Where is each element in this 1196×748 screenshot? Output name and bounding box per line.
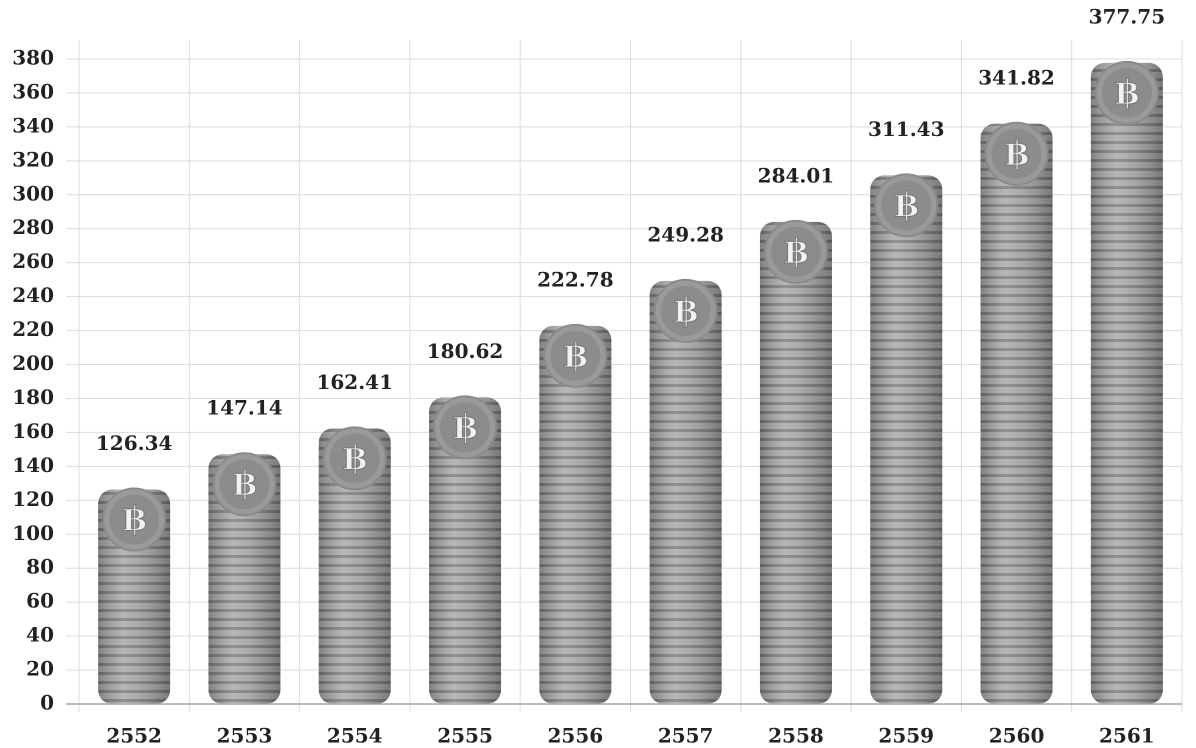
value-label: 126.34 (96, 431, 173, 455)
y-tick-label: 220 (12, 317, 54, 341)
coin-face (550, 330, 601, 381)
value-label: 162.41 (316, 370, 393, 394)
coin-face (1101, 67, 1152, 118)
coin-face (770, 226, 821, 277)
coin-symbol: ฿ (343, 438, 367, 478)
coin-face (329, 433, 380, 484)
bar-shade (318, 428, 391, 704)
y-tick-label: 100 (12, 521, 54, 545)
y-tick-label: 0 (40, 691, 54, 715)
x-tick-label: 2557 (658, 724, 714, 748)
coin-face (991, 128, 1042, 179)
value-label: 311.43 (868, 117, 945, 141)
value-label: 147.14 (206, 396, 283, 420)
coin-face (660, 285, 711, 336)
x-tick-label: 2560 (989, 724, 1045, 748)
bar-shade (1090, 62, 1163, 704)
coin-symbol: ฿ (1005, 134, 1029, 174)
y-tick-label: 360 (12, 79, 54, 103)
coin-face (219, 459, 270, 510)
x-tick-label: 2553 (217, 724, 273, 748)
y-tick-label: 300 (12, 181, 54, 205)
coin-face (440, 402, 491, 453)
bar-shade (649, 280, 722, 704)
x-tick-label: 2556 (548, 724, 604, 748)
y-tick-label: 240 (12, 283, 54, 307)
coin-face (109, 494, 160, 545)
bar-shade (429, 397, 502, 704)
y-tick-label: 180 (12, 385, 54, 409)
x-tick-label: 2558 (768, 724, 824, 748)
y-tick-label: 200 (12, 351, 54, 375)
coin-symbol: ฿ (453, 407, 477, 447)
y-tick-label: 140 (12, 453, 54, 477)
value-label: 284.01 (758, 163, 835, 187)
value-label: 341.82 (978, 65, 1055, 89)
y-tick-label: 40 (26, 623, 54, 647)
y-tick-label: 260 (12, 249, 54, 273)
y-tick-label: 280 (12, 215, 54, 239)
bar-shade (539, 325, 612, 704)
coin-symbol: ฿ (784, 232, 808, 272)
value-label: 180.62 (427, 339, 504, 363)
x-tick-label: 2561 (1099, 724, 1155, 748)
coin-symbol: ฿ (122, 500, 146, 540)
bar-shade (208, 454, 281, 704)
value-label: 377.75 (1089, 4, 1166, 28)
x-tick-label: 2559 (878, 724, 934, 748)
x-tick-label: 2554 (327, 724, 383, 748)
coin-face (881, 180, 932, 231)
y-tick-label: 60 (26, 589, 54, 613)
coin-symbol: ฿ (894, 185, 918, 225)
bar-shade (980, 123, 1053, 704)
y-tick-label: 20 (26, 657, 54, 681)
y-tick-label: 120 (12, 487, 54, 511)
coin-symbol: ฿ (233, 464, 257, 504)
bar-shade (759, 221, 832, 704)
y-tick-label: 380 (12, 46, 54, 70)
coin-symbol: ฿ (564, 336, 588, 376)
value-label: 222.78 (537, 267, 614, 291)
x-tick-label: 2552 (106, 724, 162, 748)
value-label: 249.28 (647, 222, 724, 246)
coin-symbol: ฿ (674, 291, 698, 331)
x-tick-label: 2555 (437, 724, 493, 748)
coin-symbol: ฿ (1115, 73, 1139, 113)
y-tick-label: 320 (12, 147, 54, 171)
y-tick-label: 160 (12, 419, 54, 443)
bar-shade (870, 175, 943, 704)
y-tick-label: 340 (12, 113, 54, 137)
y-tick-label: 80 (26, 555, 54, 579)
